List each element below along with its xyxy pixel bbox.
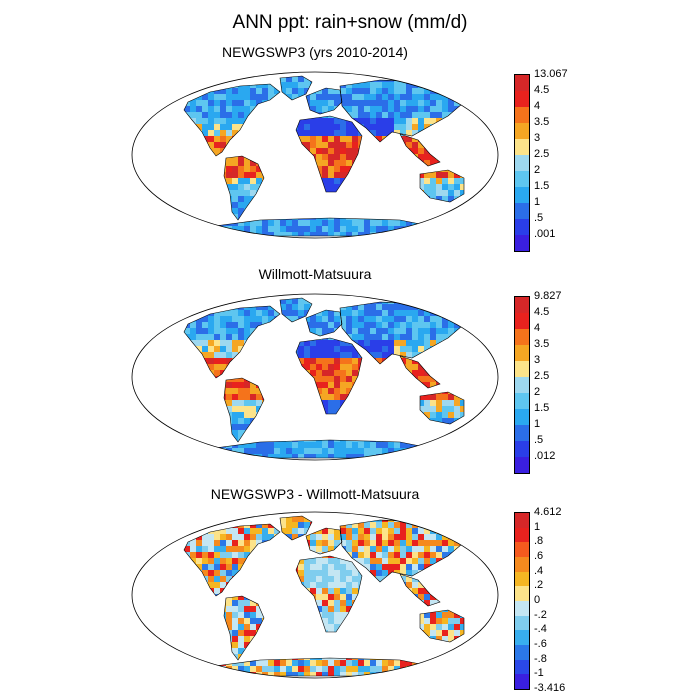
colorbar-tick-label: 1 (534, 418, 541, 430)
colorbar (514, 512, 530, 690)
colorbar-tick-label: 4.5 (534, 84, 550, 96)
colorbar-segment (515, 630, 529, 645)
colorbar-tick-label: .5 (534, 434, 544, 446)
main-title: ANN ppt: rain+snow (mm/d) (232, 12, 468, 33)
precip-map (130, 292, 500, 462)
colorbar-segment (515, 586, 529, 601)
colorbar-tick-label: 2 (534, 164, 541, 176)
colorbar-tick-label: -.6 (534, 638, 547, 650)
colorbar-segment (515, 513, 529, 528)
colorbar-segment (515, 615, 529, 631)
precip-map (130, 70, 500, 240)
colorbar-tick-label: 4 (534, 100, 541, 112)
colorbar-segment (515, 107, 529, 123)
colorbar-tick-label: -.8 (534, 652, 547, 665)
colorbar-segment (515, 297, 529, 313)
colorbar-tick-label: 2 (534, 386, 541, 398)
colorbar-tick-label: .6 (534, 550, 544, 562)
colorbar-tick-label: 3 (534, 354, 541, 366)
colorbar-segment (515, 155, 529, 171)
colorbar-tick-label: 13.067 (534, 68, 568, 80)
panel-title: NEWGSWP3 - Willmott-Matsuura (210, 486, 420, 502)
colorbar-tick-label: .5 (534, 212, 544, 224)
colorbar-segment (515, 329, 529, 345)
colorbar-segment (515, 457, 529, 473)
colorbar-segment (515, 377, 529, 393)
colorbar-tick-label: 3.5 (534, 116, 550, 128)
colorbar-segment (515, 571, 529, 587)
colorbar-segment (515, 219, 529, 235)
colorbar-tick-label: 1.5 (534, 180, 550, 192)
colorbar-segment (515, 313, 529, 329)
colorbar-tick-label: .2 (534, 579, 544, 592)
colorbar-tick-label: 1.5 (534, 402, 550, 414)
colorbar-tick-label: .012 (534, 450, 556, 462)
colorbar-segment (515, 361, 529, 377)
colorbar (514, 74, 530, 252)
colorbar-segment (515, 600, 529, 616)
colorbar-segment (515, 187, 529, 203)
colorbar-segment (515, 123, 529, 139)
colorbar-tick-label: 4 (534, 322, 541, 334)
colorbar-segment (515, 203, 529, 219)
colorbar-tick-label: -.4 (534, 623, 547, 636)
colorbar-tick-label: 1 (534, 520, 541, 533)
colorbar-tick-label: -3.416 (534, 682, 566, 694)
colorbar-segment (515, 171, 529, 187)
colorbar-segment (515, 235, 529, 251)
colorbar-segment (515, 425, 529, 441)
colorbar-segment (515, 644, 529, 660)
colorbar (514, 296, 530, 474)
colorbar-tick-label: 3.5 (534, 338, 550, 350)
colorbar-tick-label: 3 (534, 132, 541, 144)
colorbar-tick-label: 9.827 (534, 290, 562, 302)
colorbar-tick-label: 4.612 (534, 506, 562, 518)
colorbar-tick-label: 2.5 (534, 370, 550, 382)
colorbar-segment (515, 556, 529, 572)
panel-title: NEWGSWP3 (yrs 2010-2014) (222, 44, 408, 60)
difference-map (130, 510, 500, 680)
colorbar-segment (515, 91, 529, 107)
colorbar-tick-label: 1 (534, 196, 541, 208)
colorbar-segment (515, 75, 529, 91)
colorbar-tick-label: -.2 (534, 608, 547, 621)
colorbar-segment (515, 542, 529, 557)
colorbar-tick-label: .8 (534, 535, 544, 548)
colorbar-segment (515, 441, 529, 457)
panel-title: Willmott-Matsuura (258, 266, 372, 282)
colorbar-segment (515, 345, 529, 361)
colorbar-segment (515, 659, 529, 675)
colorbar-tick-label: .4 (534, 564, 544, 577)
colorbar-tick-label: 0 (534, 594, 541, 606)
colorbar-tick-label: 2.5 (534, 148, 550, 160)
colorbar-segment (515, 527, 529, 543)
colorbar-segment (515, 409, 529, 425)
colorbar-tick-label: 4.5 (534, 306, 550, 318)
colorbar-segment (515, 393, 529, 409)
colorbar-segment (515, 139, 529, 155)
colorbar-tick-label: -1 (534, 667, 544, 680)
colorbar-segment (515, 674, 529, 689)
colorbar-tick-label: .001 (534, 228, 556, 240)
